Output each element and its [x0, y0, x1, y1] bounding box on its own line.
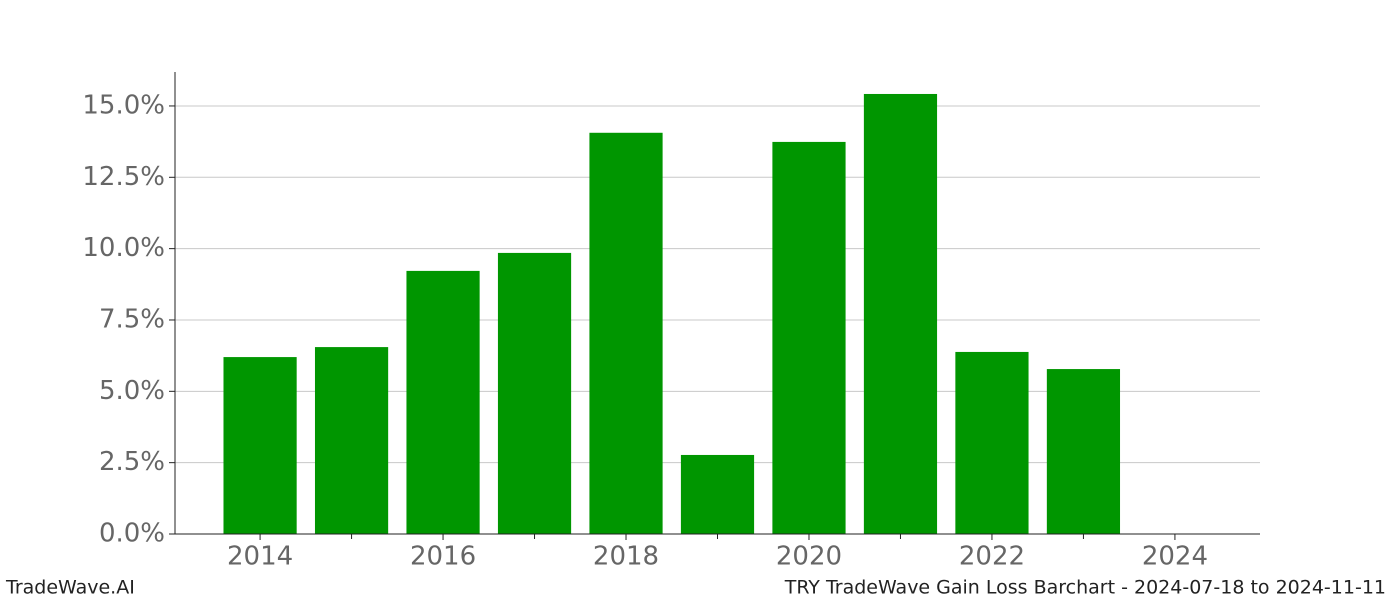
watermark: TradeWave.AI: [5, 577, 135, 599]
bar: [955, 351, 1029, 534]
bar: [1046, 369, 1121, 534]
x-tick-label: 2016: [410, 542, 476, 572]
bar: [223, 357, 297, 534]
y-tick-label: 15.0%: [82, 90, 165, 120]
x-tick-label: 2020: [776, 542, 842, 572]
x-tick-label: 2014: [227, 542, 293, 572]
y-tick-label: 5.0%: [99, 376, 165, 406]
bar: [314, 347, 389, 534]
y-tick-label: 12.5%: [82, 162, 165, 192]
bar: [406, 270, 480, 534]
y-tick-label: 7.5%: [99, 304, 165, 334]
bar: [863, 93, 938, 534]
x-tick-label: 2018: [593, 542, 659, 572]
bar: [497, 252, 572, 535]
bar: [772, 141, 846, 535]
y-tick-label: 2.5%: [99, 447, 165, 477]
chart-title: TRY TradeWave Gain Loss Barchart - 2024-…: [784, 577, 1386, 599]
y-tick-label: 10.0%: [82, 233, 165, 263]
y-tick-label: 0.0%: [99, 519, 165, 549]
x-tick-label: 2024: [1142, 542, 1208, 572]
x-tick-label: 2022: [959, 542, 1025, 572]
bar: [680, 454, 755, 534]
bar: [589, 132, 663, 534]
